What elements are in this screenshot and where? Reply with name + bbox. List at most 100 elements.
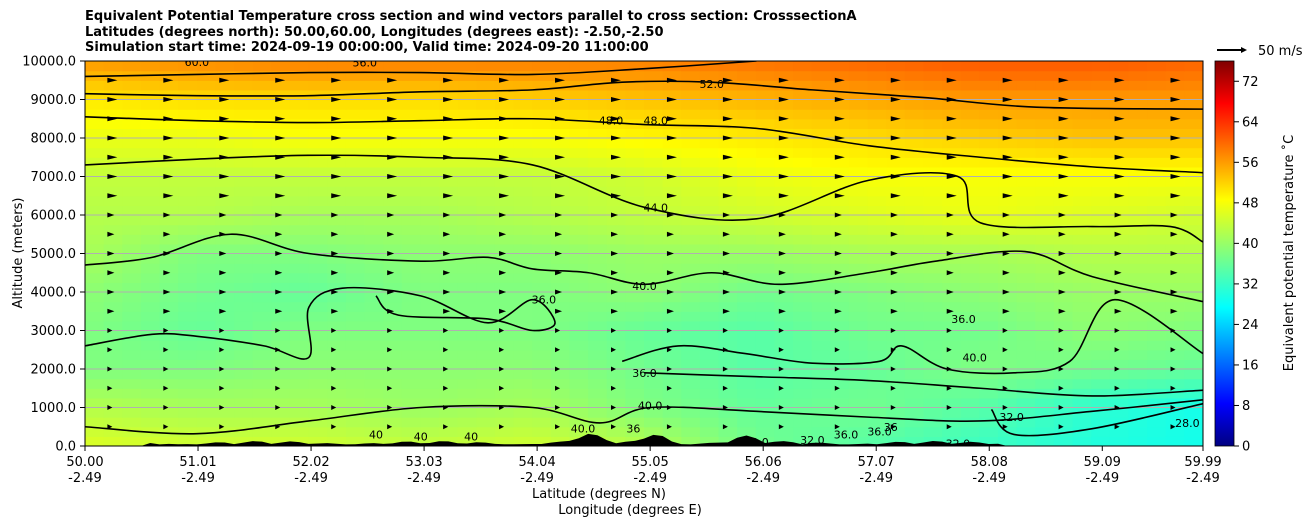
- field-cell: [960, 157, 980, 168]
- wind-vector: [778, 174, 789, 179]
- field-cell: [196, 417, 217, 428]
- field-cell: [755, 340, 776, 351]
- field-cell: [588, 61, 608, 72]
- field-cell: [644, 224, 664, 235]
- field-cell: [178, 311, 198, 322]
- wind-vector: [331, 116, 342, 122]
- contour-line: [644, 372, 1203, 397]
- field-cell: [289, 378, 310, 389]
- field-cell: [1053, 311, 1074, 322]
- contour-label: 32.0: [946, 437, 971, 450]
- field-cell: [644, 263, 664, 274]
- field-cell: [1147, 349, 1167, 360]
- wind-vector: [946, 251, 954, 256]
- field-cell: [1053, 272, 1074, 283]
- field-cell: [1016, 397, 1036, 409]
- field-cell: [755, 186, 776, 197]
- field-cell: [103, 369, 123, 380]
- field-cell: [1035, 70, 1055, 81]
- field-cell: [1072, 436, 1092, 446]
- field-cell: [439, 407, 459, 418]
- field-cell: [252, 320, 272, 332]
- field-cell: [1035, 118, 1055, 129]
- field-cell: [85, 359, 105, 370]
- field-cell: [1035, 292, 1055, 303]
- field-cell: [904, 292, 925, 303]
- wind-vector: [722, 174, 733, 179]
- field-cell: [532, 243, 552, 255]
- field-cell: [718, 369, 738, 380]
- field-cell: [364, 378, 384, 389]
- field-cell: [811, 89, 831, 101]
- field-cell: [345, 61, 366, 72]
- field-cell: [439, 128, 459, 139]
- field-cell: [159, 388, 179, 399]
- x-tick-label: 55.05: [632, 455, 669, 470]
- field-cell: [793, 263, 813, 274]
- field-cell: [569, 157, 589, 168]
- field-cell: [588, 311, 608, 322]
- field-cell: [942, 80, 962, 91]
- field-cell: [439, 195, 459, 206]
- field-cell: [532, 253, 552, 264]
- field-cell: [122, 186, 142, 197]
- field-cell: [401, 80, 421, 91]
- wind-vector: [946, 308, 954, 314]
- field-cell: [159, 205, 179, 216]
- field-cell: [1147, 301, 1167, 312]
- field-cell: [401, 215, 421, 226]
- field-cell: [1165, 417, 1185, 428]
- field-cell: [811, 426, 831, 437]
- field-cell: [439, 397, 459, 409]
- field-cell: [215, 397, 235, 409]
- field-cell: [811, 118, 831, 129]
- field-cell: [904, 89, 925, 101]
- field-cell: [886, 253, 906, 264]
- field-cell: [364, 186, 384, 197]
- field-cell: [457, 301, 477, 312]
- field-cell: [1016, 176, 1036, 187]
- field-cell: [848, 436, 869, 446]
- field-cell: [271, 147, 291, 158]
- field-cell: [420, 349, 440, 360]
- field-cell: [830, 186, 850, 197]
- field-cell: [1109, 224, 1130, 235]
- field-cell: [1165, 340, 1185, 351]
- field-cell: [569, 128, 589, 139]
- field-cell: [1147, 407, 1167, 418]
- field-cell: [457, 282, 477, 293]
- field-cell: [718, 224, 738, 235]
- field-cell: [625, 340, 645, 351]
- field-cell: [662, 359, 682, 370]
- field-cell: [942, 426, 962, 437]
- field-cell: [196, 263, 217, 274]
- field-cell: [681, 349, 701, 360]
- field-cell: [159, 417, 179, 428]
- field-cell: [1184, 176, 1203, 187]
- field-cell: [215, 253, 235, 264]
- field-cell: [867, 311, 887, 322]
- field-cell: [811, 109, 831, 120]
- field-cell: [588, 166, 608, 178]
- field-cell: [811, 224, 831, 235]
- wind-vector: [275, 212, 283, 218]
- field-cell: [383, 378, 403, 389]
- field-cell: [364, 330, 384, 341]
- field-cell: [1184, 378, 1203, 389]
- field-cell: [103, 147, 123, 158]
- field-cell: [848, 369, 869, 380]
- field-cell: [699, 109, 720, 120]
- field-cell: [420, 263, 440, 274]
- field-cell: [1128, 138, 1148, 149]
- field-cell: [401, 397, 421, 409]
- field-cell: [327, 166, 347, 178]
- field-cell: [755, 224, 776, 235]
- field-cell: [718, 253, 738, 264]
- field-cell: [569, 388, 589, 399]
- field-cell: [234, 138, 254, 149]
- field-cell: [345, 388, 366, 399]
- field-cell: [979, 215, 999, 226]
- field-cell: [867, 282, 887, 293]
- wind-vector: [1170, 289, 1178, 295]
